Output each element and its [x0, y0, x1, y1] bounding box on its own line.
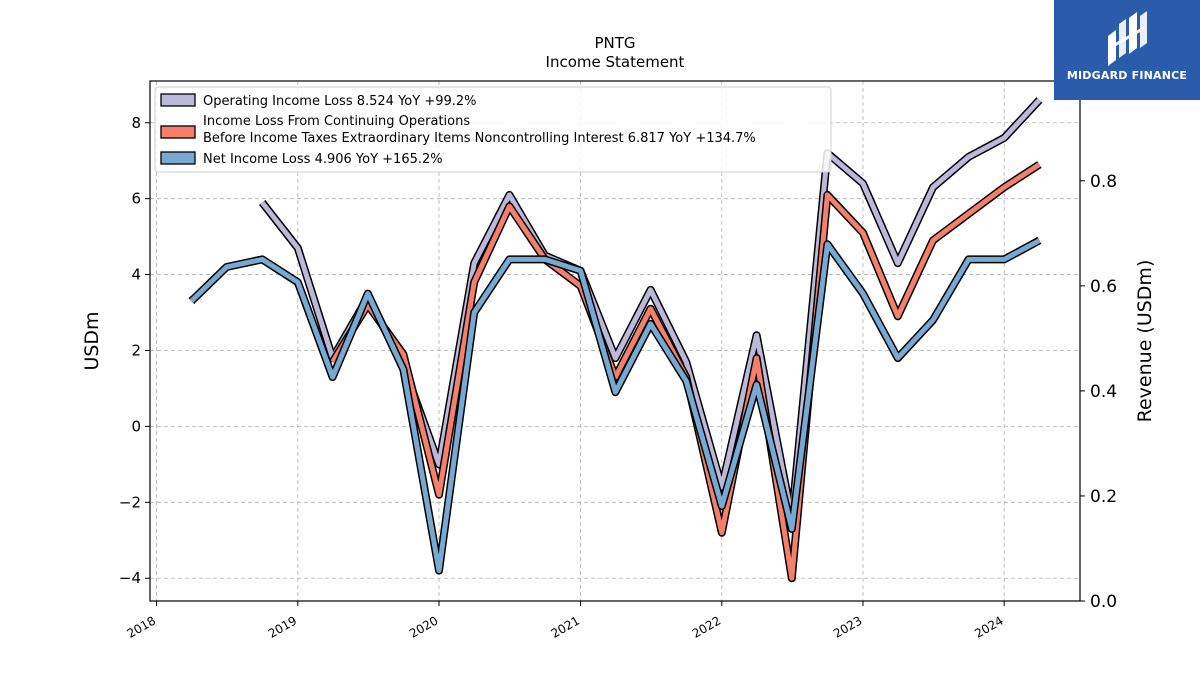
legend-box	[154, 86, 832, 173]
series-line-2	[189, 238, 1041, 574]
y-tick-label: −4	[119, 569, 141, 587]
legend-swatch-pretax	[160, 125, 196, 139]
legend-label-operating: Operating Income Loss 8.524 YoY +99.2%	[203, 94, 477, 109]
y-tick-label: 4	[131, 266, 141, 284]
y-tick-label: 6	[131, 190, 141, 208]
x-tick-label: 2019	[266, 613, 299, 640]
chart-subtitle: Income Statement	[546, 53, 685, 71]
legend-swatch-operating	[160, 93, 196, 107]
x-tick-label: 2020	[407, 613, 440, 640]
y-tick-label: 2	[131, 341, 141, 359]
x-tick-label: 2018	[125, 613, 158, 640]
plot-frame	[149, 80, 1081, 602]
chart-title: PNTG	[594, 34, 635, 52]
x-tick-label: 2023	[831, 613, 864, 640]
legend-label-net: Net Income Loss 4.906 YoY +165.2%	[203, 152, 443, 167]
legend-label-pretax-line2: Before Income Taxes Extraordinary Items …	[203, 131, 756, 146]
x-tick-label: 2021	[549, 613, 582, 640]
y-axis-label-left: USDm	[81, 311, 103, 370]
y-right-tick-label: 0.8	[1090, 172, 1117, 192]
x-tick-label: 2024	[972, 613, 1005, 640]
y-right-tick-label: 0.6	[1090, 277, 1117, 297]
y-right-tick-label: 0.0	[1090, 592, 1117, 612]
y-tick-label: 8	[131, 114, 141, 132]
y-right-tick-label: 0.2	[1090, 487, 1117, 507]
y-right-tick-label: 0.4	[1090, 382, 1117, 402]
y-axis-label-right: Revenue (USDm)	[1134, 260, 1156, 423]
midgard-logo-icon	[1108, 11, 1147, 66]
brand-logo: MIDGARD FINANCE	[1054, 0, 1200, 100]
legend-swatch-net	[160, 151, 196, 165]
x-tick-label: 2022	[690, 613, 723, 640]
legend: Operating Income Loss 8.524 YoY +99.2% I…	[154, 86, 832, 173]
legend-label-pretax-line1: Income Loss From Continuing Operations	[203, 114, 470, 129]
y-tick-label: 0	[131, 417, 141, 435]
series-layer	[188, 97, 1043, 583]
y-tick-label: −2	[119, 493, 141, 511]
brand-name: MIDGARD FINANCE	[1066, 69, 1188, 82]
